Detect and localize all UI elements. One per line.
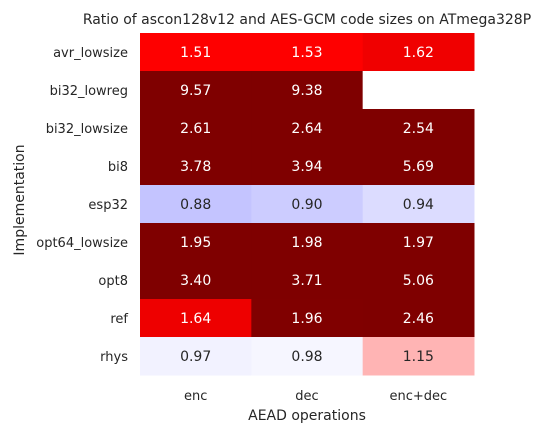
heatmap-cell — [140, 185, 252, 224]
heatmap-cell-value: 1.53 — [291, 45, 322, 61]
heatmap-cell — [140, 223, 252, 262]
heatmap-cell — [251, 185, 364, 224]
heatmap-cell — [362, 185, 475, 224]
heatmap-cell-value: 0.90 — [291, 197, 322, 213]
heatmap-cell — [140, 109, 252, 148]
y-tick-label: opt8 — [98, 274, 128, 289]
heatmap-cell — [362, 337, 475, 376]
heatmap-cell-value: 3.78 — [180, 159, 211, 175]
heatmap-cells — [140, 33, 475, 376]
heatmap-cell-value: 2.54 — [403, 121, 434, 137]
x-axis-label: AEAD operations — [248, 408, 366, 424]
heatmap-cell-value: 1.98 — [291, 235, 322, 251]
heatmap-cell — [362, 223, 475, 262]
heatmap-cell — [251, 337, 364, 376]
heatmap-cell-value: 5.69 — [403, 159, 434, 175]
heatmap-cell-value: 1.95 — [180, 235, 211, 251]
heatmap-cell — [140, 299, 252, 338]
heatmap-cell — [140, 261, 252, 300]
heatmap-cell-value: 1.97 — [403, 235, 434, 251]
heatmap-cell-value: 1.62 — [403, 45, 434, 61]
heatmap-cell — [140, 147, 252, 186]
y-tick-label: bi8 — [108, 160, 128, 175]
heatmap-cell-value: 0.98 — [291, 349, 322, 365]
heatmap-cell — [362, 147, 475, 186]
y-tick-label: opt64_lowsize — [36, 236, 128, 251]
heatmap-cell-value: 0.88 — [180, 197, 211, 213]
y-tick-label: rhys — [100, 350, 128, 365]
y-tick-label: esp32 — [88, 198, 128, 213]
heatmap-cell-value: 1.51 — [180, 45, 211, 61]
heatmap-cell-value: 0.94 — [403, 197, 434, 213]
heatmap-cell-value: 5.06 — [403, 273, 434, 289]
y-tick-label: avr_lowsize — [53, 46, 128, 61]
heatmap-cell — [362, 299, 475, 338]
heatmap-cell — [251, 71, 364, 110]
heatmap-cell-value: 1.15 — [403, 349, 434, 365]
y-tick-label: ref — [110, 312, 128, 327]
heatmap-cell — [362, 261, 475, 300]
heatmap-cell-value: 3.40 — [180, 273, 211, 289]
heatmap-cell — [362, 71, 475, 110]
y-axis-label: Implementation — [12, 144, 28, 255]
heatmap-cell — [140, 337, 252, 376]
heatmap-cell — [140, 71, 252, 110]
x-tick-label: enc — [184, 389, 207, 404]
heatmap-cell-value: 2.46 — [403, 311, 434, 327]
x-tick-labels: enc dec enc+dec — [184, 389, 447, 404]
heatmap-cell-value: 2.61 — [180, 121, 211, 137]
heatmap-cell-value: 1.64 — [180, 311, 211, 327]
x-tick-label: enc+dec — [389, 389, 447, 404]
heatmap-cell-labels: 1.51 1.53 1.62 9.57 9.38 2.61 2.64 2.54 3.78 3.94… — [180, 45, 434, 365]
x-tick-label: dec — [295, 389, 318, 404]
heatmap-cell — [251, 299, 364, 338]
heatmap-cell-value: 9.57 — [180, 83, 211, 99]
heatmap-cell — [251, 223, 364, 262]
heatmap-cell — [362, 33, 475, 72]
heatmap-cell-value: 3.94 — [291, 159, 322, 175]
heatmap-cell — [251, 147, 364, 186]
heatmap-cell — [140, 33, 252, 72]
heatmap-cell — [251, 33, 364, 72]
y-tick-label: bi32_lowreg — [50, 84, 128, 99]
heatmap-cell-value: 2.64 — [291, 121, 322, 137]
y-tick-label: bi32_lowsize — [46, 122, 128, 137]
heatmap-cell-value: 0.97 — [180, 349, 211, 365]
heatmap-cell — [251, 261, 364, 300]
y-tick-labels: avr_lowsize bi32_lowreg bi32_lowsize bi8 esp… — [36, 46, 128, 365]
heatmap-cell — [362, 109, 475, 148]
heatmap-cell-value: 3.71 — [291, 273, 322, 289]
heatmap-cell — [251, 109, 364, 148]
heatmap-cell-value: 1.96 — [291, 311, 322, 327]
chart-title: Ratio of ascon128v12 and AES-GCM code si… — [83, 12, 531, 28]
heatmap-cell-value: 9.38 — [291, 83, 322, 99]
